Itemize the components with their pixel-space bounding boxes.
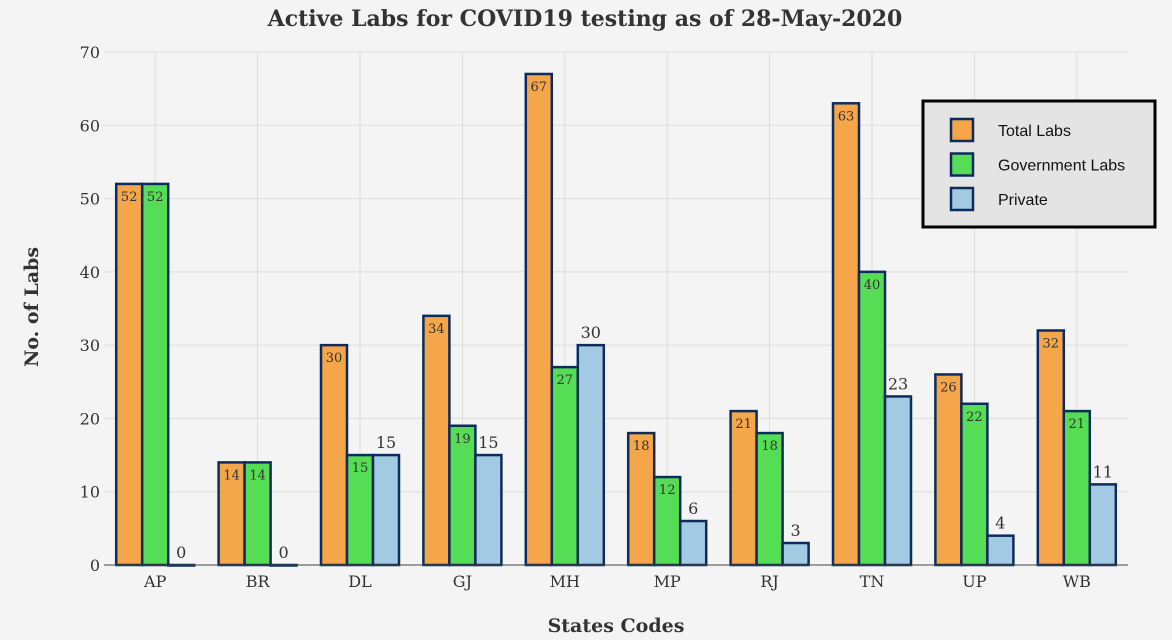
bar-total-labs-RJ	[729, 409, 758, 567]
bar-total-labs-WB	[1036, 329, 1066, 567]
bar-total-labs-UP	[934, 373, 963, 567]
data-label-private-RJ: 3	[791, 521, 801, 540]
data-label-total-labs-AP: 52	[121, 190, 138, 205]
x-tick-label-DL: DL	[348, 572, 372, 591]
y-tick-label-10: 10	[80, 483, 100, 502]
x-tick-label-BR: BR	[246, 572, 271, 591]
y-axis-ticks: 0 10 20 30 40 50 60 70	[80, 43, 100, 575]
x-tick-label-UP: UP	[962, 572, 986, 591]
data-label-total-labs-DL: 30	[326, 351, 343, 366]
legend-label-private: Private	[998, 192, 1048, 209]
x-tick-label-WB: WB	[1063, 572, 1091, 591]
x-axis-ticks: AP BR DL GJ MH MP RJ TN UP WB	[143, 572, 1091, 591]
data-label-government-labs-TN: 40	[864, 278, 881, 293]
data-label-total-labs-MP: 18	[633, 439, 650, 454]
x-tick-label-AP: AP	[143, 572, 167, 591]
data-label-private-WB: 11	[1093, 462, 1113, 481]
data-label-government-labs-MP: 12	[659, 483, 676, 498]
data-label-total-labs-MH: 67	[531, 80, 548, 95]
bar-total-labs-DL	[319, 343, 349, 567]
bar-government-labs-MP	[652, 475, 682, 567]
y-tick-label-50: 50	[80, 190, 100, 209]
bar-private-UP	[986, 534, 1015, 567]
x-tick-label-TN: TN	[860, 572, 885, 591]
bar-government-labs-MH	[550, 365, 580, 567]
y-tick-label-30: 30	[80, 336, 100, 355]
data-label-government-labs-GJ: 19	[454, 432, 471, 447]
bar-total-labs-TN	[831, 102, 861, 567]
chart-title: Active Labs for COVID19 testing as of 28…	[267, 6, 903, 32]
legend-label-total-labs: Total Labs	[998, 123, 1071, 140]
data-label-total-labs-TN: 63	[838, 109, 855, 124]
bar-government-labs-TN	[857, 270, 887, 567]
bar-government-labs-GJ	[448, 424, 477, 567]
data-label-government-labs-UP: 22	[966, 410, 983, 425]
data-label-private-DL: 15	[376, 433, 396, 452]
x-tick-label-RJ: RJ	[760, 572, 778, 591]
bars	[114, 72, 1118, 567]
y-axis-title: No. of Labs	[21, 247, 43, 367]
data-label-private-MP: 6	[688, 499, 698, 518]
bar-private-RJ	[781, 541, 810, 567]
x-axis-title: States Codes	[548, 615, 685, 637]
legend-swatch-private	[949, 186, 975, 212]
bar-private-GJ	[474, 453, 503, 567]
data-label-private-MH: 30	[581, 323, 601, 342]
data-label-total-labs-RJ: 21	[735, 417, 752, 432]
y-tick-label-70: 70	[80, 43, 100, 62]
bar-government-labs-WB	[1062, 409, 1092, 567]
legend-label-government-labs: Government Labs	[998, 158, 1125, 175]
y-tick-label-40: 40	[80, 263, 100, 282]
data-label-total-labs-GJ: 34	[428, 322, 445, 337]
data-label-government-labs-AP: 52	[147, 190, 164, 205]
bar-private-MP	[678, 519, 708, 567]
data-label-government-labs-RJ: 18	[761, 439, 778, 454]
data-label-private-BR: 0	[279, 543, 289, 562]
bar-total-labs-AP	[114, 182, 144, 567]
bar-government-labs-AP	[140, 182, 170, 567]
bar-private-TN	[883, 395, 913, 567]
y-tick-label-0: 0	[90, 556, 100, 575]
x-tick-label-GJ: GJ	[453, 572, 472, 591]
data-label-government-labs-MH: 27	[557, 373, 574, 388]
bar-government-labs-BR	[243, 461, 272, 567]
data-label-government-labs-BR: 14	[249, 468, 266, 483]
bar-private-WB	[1088, 483, 1118, 567]
bar-government-labs-UP	[960, 402, 989, 567]
data-label-private-GJ: 15	[478, 433, 498, 452]
data-label-government-labs-WB: 21	[1069, 417, 1086, 432]
bar-total-labs-BR	[217, 461, 246, 567]
data-label-total-labs-WB: 32	[1043, 336, 1060, 351]
legend: Total Labs Government Labs Private	[921, 99, 1157, 229]
bar-private-MH	[576, 343, 606, 567]
x-tick-label-MP: MP	[654, 572, 681, 591]
bar-total-labs-GJ	[422, 314, 451, 567]
data-label-private-TN: 23	[888, 374, 908, 393]
data-label-total-labs-BR: 14	[223, 468, 240, 483]
data-label-private-AP: 0	[176, 543, 186, 562]
data-label-private-UP: 4	[995, 514, 1005, 533]
bar-government-labs-DL	[345, 453, 375, 567]
x-tick-label-MH: MH	[550, 572, 580, 591]
y-tick-label-60: 60	[80, 116, 100, 135]
bar-total-labs-MH	[524, 72, 554, 567]
y-tick-label-20: 20	[80, 409, 100, 428]
data-label-total-labs-UP: 26	[940, 380, 957, 395]
bar-private-DL	[371, 453, 401, 567]
legend-swatch-government-labs	[949, 152, 975, 177]
legend-swatch-total-labs	[949, 117, 975, 143]
data-label-government-labs-DL: 15	[352, 461, 369, 476]
